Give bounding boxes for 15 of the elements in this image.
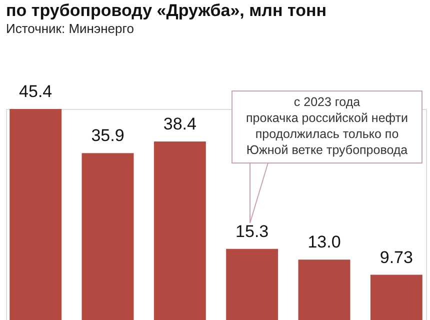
bar [370,274,422,320]
bar [154,142,206,320]
chart-title: по трубопроводу «Дружба», млн тонн [6,1,326,20]
data-label: 15.3 [236,222,269,241]
annotation: с 2023 года прокачка российской нефти продолжилась только по Южной ветке трубопровода [246,95,408,157]
chart-subtitle: Источник: Минэнерго [6,21,134,36]
bar [82,153,134,320]
bar [10,109,62,320]
data-label: 35.9 [91,126,124,146]
bar [226,248,278,320]
data-label: 38.4 [163,114,196,134]
data-label: 45.4 [19,82,52,101]
data-label: 9.73 [380,248,413,267]
data-label: 13.0 [308,232,341,252]
bar [298,260,350,320]
